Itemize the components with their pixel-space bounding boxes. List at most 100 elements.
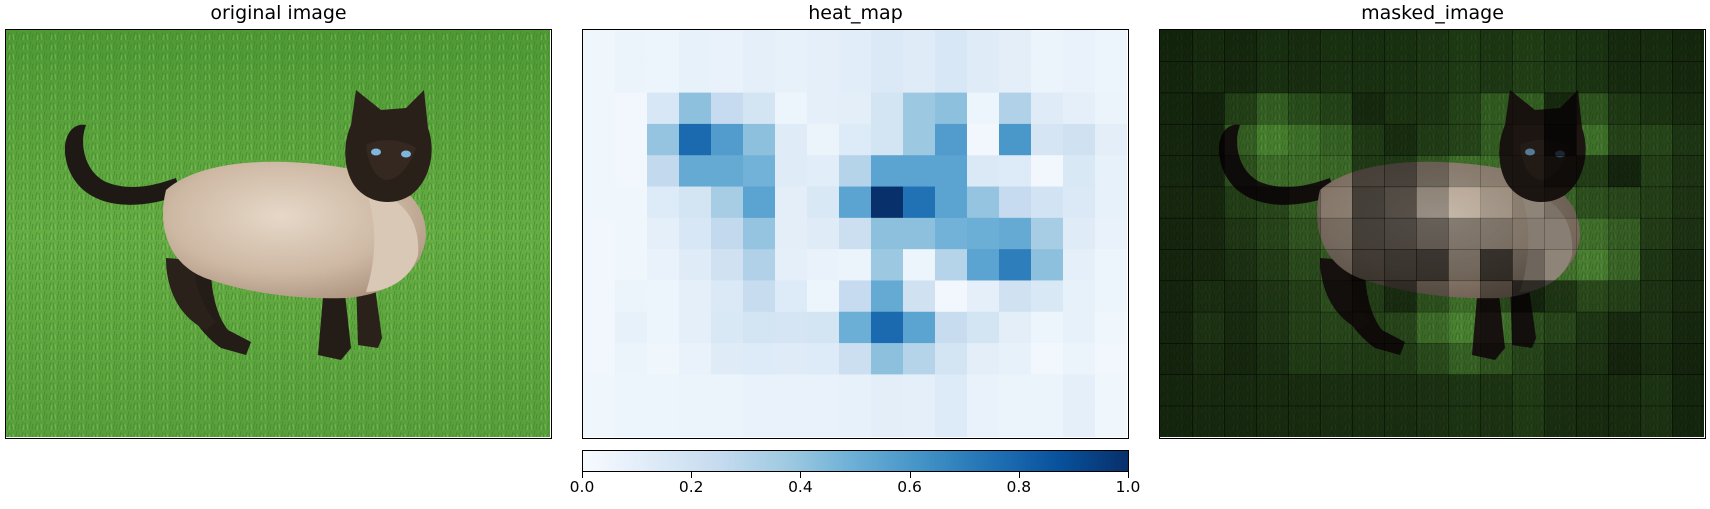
mask-cell [1608,123,1641,156]
colorbar-tick-label: 0.6 [897,478,922,496]
colorbar-tick [691,472,693,478]
mask-cell [1288,30,1321,62]
heat-cell [679,343,712,375]
mask-cell [1416,155,1449,188]
mask-cell [1160,280,1193,313]
heat-cell [743,30,776,62]
mask-cell [1352,30,1385,62]
heat-cell [1095,155,1127,188]
heat-cell [647,30,680,62]
mask-cell [1576,217,1609,250]
heat-cell [903,92,936,125]
heat-cell [807,186,840,219]
heat-cell [999,374,1032,407]
mask-cell [1544,92,1577,125]
mask-cell [1352,123,1385,156]
mask-cell [1352,405,1385,437]
heat-cell [711,405,744,437]
heat-cell [871,30,904,62]
heat-cell [1031,30,1064,62]
mask-cell [1416,343,1449,375]
heat-cell [1063,374,1096,407]
heat-cell [1031,343,1064,375]
heat-cell [1063,311,1096,344]
mask-cell [1672,311,1704,344]
mask-cell [1480,249,1513,282]
heat-cell [999,92,1032,125]
heat-cell [647,217,680,250]
heat-cell [615,405,648,437]
mask-cell [1448,374,1481,407]
heat-cell [967,280,1000,313]
heat-cell [743,61,776,94]
mask-cell [1192,92,1225,125]
mask-cell [1544,217,1577,250]
heat-cell [1063,30,1096,62]
mask-cell [1480,92,1513,125]
heat-cell [999,123,1032,156]
heat-cell [647,123,680,156]
heat-cell [807,155,840,188]
mask-cell [1192,249,1225,282]
heat-cell [615,61,648,94]
mask-cell [1512,30,1545,62]
mask-cell [1448,155,1481,188]
heat-cell [711,311,744,344]
mask-cell [1224,217,1257,250]
mask-cell [1160,123,1193,156]
heat-cell [583,280,616,313]
mask-cell [1608,311,1641,344]
original-image-panel [5,29,552,439]
heat-cell [711,61,744,94]
heat-cell [711,92,744,125]
heat-cell [871,343,904,375]
heat-cell [871,280,904,313]
mask-cell [1512,92,1545,125]
mask-cell [1192,343,1225,375]
mask-cell [1480,311,1513,344]
mask-cell [1288,343,1321,375]
mask-cell [1608,217,1641,250]
mask-cell [1576,311,1609,344]
heat-cell [679,217,712,250]
heat-cell [583,343,616,375]
mask-cell [1608,30,1641,62]
heat-cell [839,92,872,125]
mask-cell [1480,186,1513,219]
heat-cell [615,92,648,125]
mask-cell [1544,280,1577,313]
heat-cell [807,405,840,437]
mask-cell [1192,405,1225,437]
heat-cell [967,186,1000,219]
mask-cell [1512,374,1545,407]
heat-cell [935,405,968,437]
heat-cell [615,343,648,375]
heat-cell [1063,92,1096,125]
heat-cell [871,374,904,407]
heat-cell [1031,186,1064,219]
mask-cell [1576,186,1609,219]
mask-cell [1288,92,1321,125]
mask-cell [1160,186,1193,219]
heat-cell [935,374,968,407]
heat-cell [967,30,1000,62]
mask-cell [1384,311,1417,344]
mask-cell [1320,217,1353,250]
mask-cell [1672,374,1704,407]
mask-cell [1224,92,1257,125]
mask-cell [1480,30,1513,62]
heat-cell [711,30,744,62]
mask-cell [1416,405,1449,437]
mask-cell [1640,311,1673,344]
mask-cell [1576,374,1609,407]
mask-cell [1608,374,1641,407]
mask-cell [1224,186,1257,219]
mask-cell [1160,405,1193,437]
mask-cell [1256,92,1289,125]
heat-cell [839,61,872,94]
mask-cell [1384,374,1417,407]
mask-cell [1384,155,1417,188]
heat-cell [839,155,872,188]
heat-cell [583,374,616,407]
mask-cell [1192,374,1225,407]
